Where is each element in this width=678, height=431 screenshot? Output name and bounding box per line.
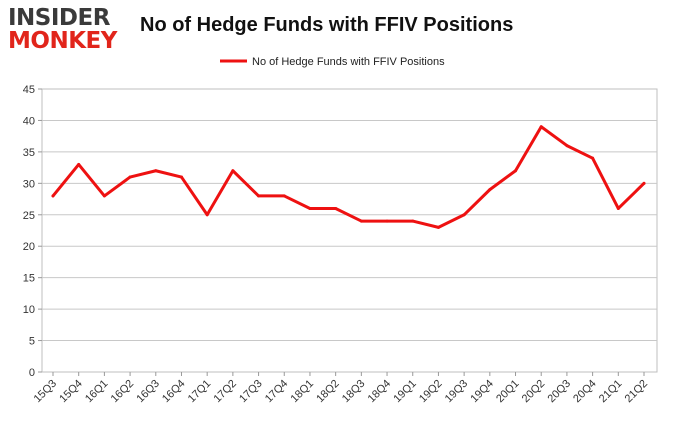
y-tick-label-35: 35 (23, 147, 35, 159)
x-tick-label-16Q2: 16Q2 (109, 378, 137, 406)
x-tick-label-18Q3: 18Q3 (340, 378, 368, 406)
x-tick-label-17Q2: 17Q2 (211, 378, 239, 406)
x-axis-ticks: 15Q315Q416Q116Q216Q316Q417Q117Q217Q317Q4… (32, 372, 651, 406)
x-tick-label-20Q3: 20Q3 (546, 378, 574, 406)
data-point-15Q4 (77, 162, 81, 166)
x-tick-label-15Q4: 15Q4 (57, 378, 85, 406)
data-point-21Q2 (642, 181, 646, 185)
y-tick-label-45: 45 (23, 84, 35, 96)
legend-label: No of Hedge Funds with FFIV Positions (252, 56, 445, 68)
series-layer (51, 125, 646, 229)
x-tick-label-20Q2: 20Q2 (520, 378, 548, 406)
x-tick-label-20Q4: 20Q4 (571, 378, 599, 406)
plot-area (41, 88, 658, 373)
data-point-19Q1 (411, 219, 415, 223)
series-line-0 (51, 125, 646, 229)
data-point-20Q1 (514, 169, 518, 173)
y-tick-label-15: 15 (23, 273, 35, 285)
x-tick-label-19Q4: 19Q4 (468, 378, 496, 406)
x-tick-label-16Q3: 16Q3 (134, 378, 162, 406)
logo-text-bottom: MONKEY (8, 28, 117, 54)
grid-lines (42, 119, 657, 342)
y-tick-label-30: 30 (23, 178, 35, 190)
chart-title: No of Hedge Funds with FFIV Positions (140, 14, 514, 36)
data-point-17Q3 (257, 194, 261, 198)
data-point-19Q2 (436, 225, 440, 229)
data-point-18Q2 (334, 206, 338, 210)
x-tick-label-21Q2: 21Q2 (623, 378, 651, 406)
data-point-16Q2 (128, 175, 132, 179)
data-point-17Q2 (231, 169, 235, 173)
y-axis-ticks: 0 5 10 15 20 25 30 35 40 45 (23, 84, 42, 379)
x-tick-label-20Q1: 20Q1 (494, 378, 522, 406)
x-tick-label-18Q2: 18Q2 (314, 378, 342, 406)
x-tick-label-17Q3: 17Q3 (237, 378, 265, 406)
data-point-19Q3 (462, 213, 466, 217)
x-tick-label-21Q1: 21Q1 (597, 378, 625, 406)
insider-monkey-logo: INSIDER MONKEY (8, 6, 128, 56)
data-point-20Q3 (565, 144, 569, 148)
data-point-20Q4 (591, 156, 595, 160)
y-tick-label-5: 5 (29, 336, 35, 348)
data-point-15Q3 (51, 194, 55, 198)
x-tick-label-19Q3: 19Q3 (443, 378, 471, 406)
data-point-18Q3 (359, 219, 363, 223)
y-tick-label-25: 25 (23, 210, 35, 222)
y-tick-label-20: 20 (23, 241, 35, 253)
x-tick-label-16Q1: 16Q1 (83, 378, 111, 406)
x-tick-label-19Q1: 19Q1 (391, 378, 419, 406)
data-point-18Q1 (308, 206, 312, 210)
x-tick-label-16Q4: 16Q4 (160, 378, 188, 406)
x-tick-label-18Q4: 18Q4 (366, 378, 394, 406)
x-tick-label-19Q2: 19Q2 (417, 378, 445, 406)
x-tick-label-18Q1: 18Q1 (289, 378, 317, 406)
logo-text-top: INSIDER (8, 5, 110, 31)
legend: No of Hedge Funds with FFIV Positions (220, 56, 445, 68)
data-point-17Q4 (282, 194, 286, 198)
y-tick-label-40: 40 (23, 115, 35, 127)
data-point-16Q3 (154, 169, 158, 173)
x-tick-label-15Q3: 15Q3 (32, 378, 60, 406)
x-tick-label-17Q1: 17Q1 (186, 378, 214, 406)
data-point-16Q4 (179, 175, 183, 179)
x-tick-label-17Q4: 17Q4 (263, 378, 291, 406)
data-point-17Q1 (205, 213, 209, 217)
data-point-18Q4 (385, 219, 389, 223)
y-tick-label-0: 0 (29, 367, 35, 379)
data-point-19Q4 (488, 188, 492, 192)
y-tick-label-10: 10 (23, 304, 35, 316)
data-point-20Q2 (539, 125, 543, 129)
data-point-21Q1 (616, 206, 620, 210)
data-point-16Q1 (102, 194, 106, 198)
